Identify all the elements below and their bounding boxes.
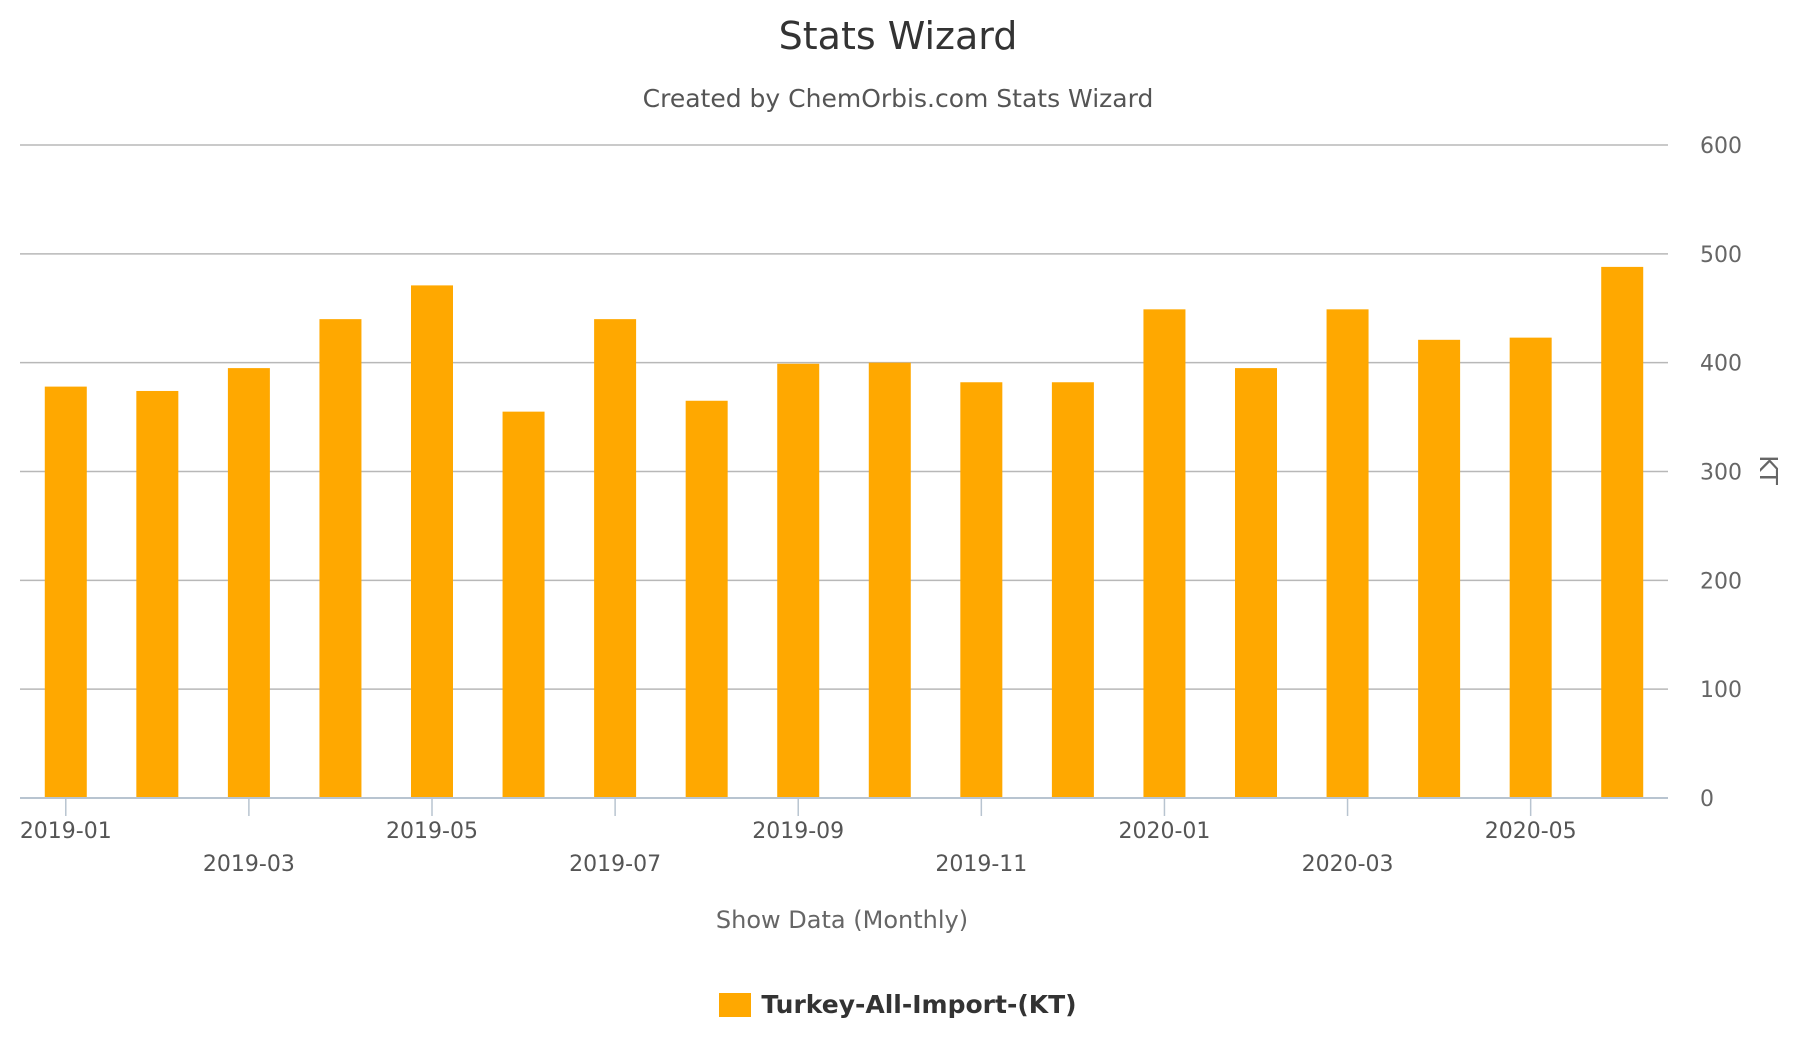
y-axis: 0 100 200 300 400 500 600: [1700, 134, 1742, 812]
y-tick-label: 400: [1700, 352, 1742, 377]
gridlines: [20, 144, 1668, 690]
bar: [960, 382, 1003, 798]
x-tick-label: 2019-09: [752, 819, 844, 844]
bar: [868, 362, 911, 798]
bar: [319, 319, 362, 798]
bar: [1051, 382, 1094, 798]
bar: [502, 411, 545, 798]
bar: [44, 386, 87, 798]
bar: [777, 363, 820, 798]
y-tick-label: 0: [1700, 787, 1714, 812]
x-tick-label: 2020-05: [1485, 819, 1577, 844]
y-tick-label: 600: [1700, 134, 1742, 159]
bar: [1326, 309, 1369, 798]
bar: [1235, 368, 1277, 798]
x-axis: 2019-01 2019-03 2019-05 2019-07 2019-09 2019-…: [20, 797, 1668, 877]
legend[interactable]: Turkey-All-Import-(KT): [0, 990, 1796, 1019]
bar: [227, 368, 270, 798]
y-tick-label: 200: [1700, 569, 1742, 594]
bar: [136, 390, 179, 798]
bar: [594, 319, 637, 798]
x-tick-label: 2020-01: [1118, 819, 1210, 844]
y-tick-label: 100: [1700, 678, 1742, 703]
legend-swatch: [719, 992, 752, 1017]
chart-subtitle: Created by ChemOrbis.com Stats Wizard: [642, 84, 1154, 113]
bar: [685, 400, 728, 798]
x-tick-label: 2020-03: [1302, 852, 1394, 877]
bar: [411, 285, 453, 798]
bar: [1418, 339, 1461, 798]
bar: [1143, 309, 1186, 798]
x-axis-title[interactable]: Show Data (Monthly): [716, 906, 968, 934]
bars: [44, 266, 1644, 799]
legend-label: Turkey-All-Import-(KT): [761, 990, 1077, 1019]
y-tick-label: 500: [1700, 243, 1742, 268]
y-tick-label: 300: [1700, 461, 1742, 486]
x-tick-label: 2019-05: [386, 819, 478, 844]
x-tick-label: 2019-07: [569, 852, 661, 877]
x-tick-label: 2019-03: [203, 852, 295, 877]
bar: [1601, 266, 1644, 799]
bar: [1509, 337, 1552, 798]
y-axis-title: KT: [1754, 455, 1783, 485]
chart-title: Stats Wizard: [778, 14, 1018, 58]
x-tick-label: 2019-11: [935, 852, 1027, 877]
x-tick-label: 2019-01: [20, 819, 112, 844]
